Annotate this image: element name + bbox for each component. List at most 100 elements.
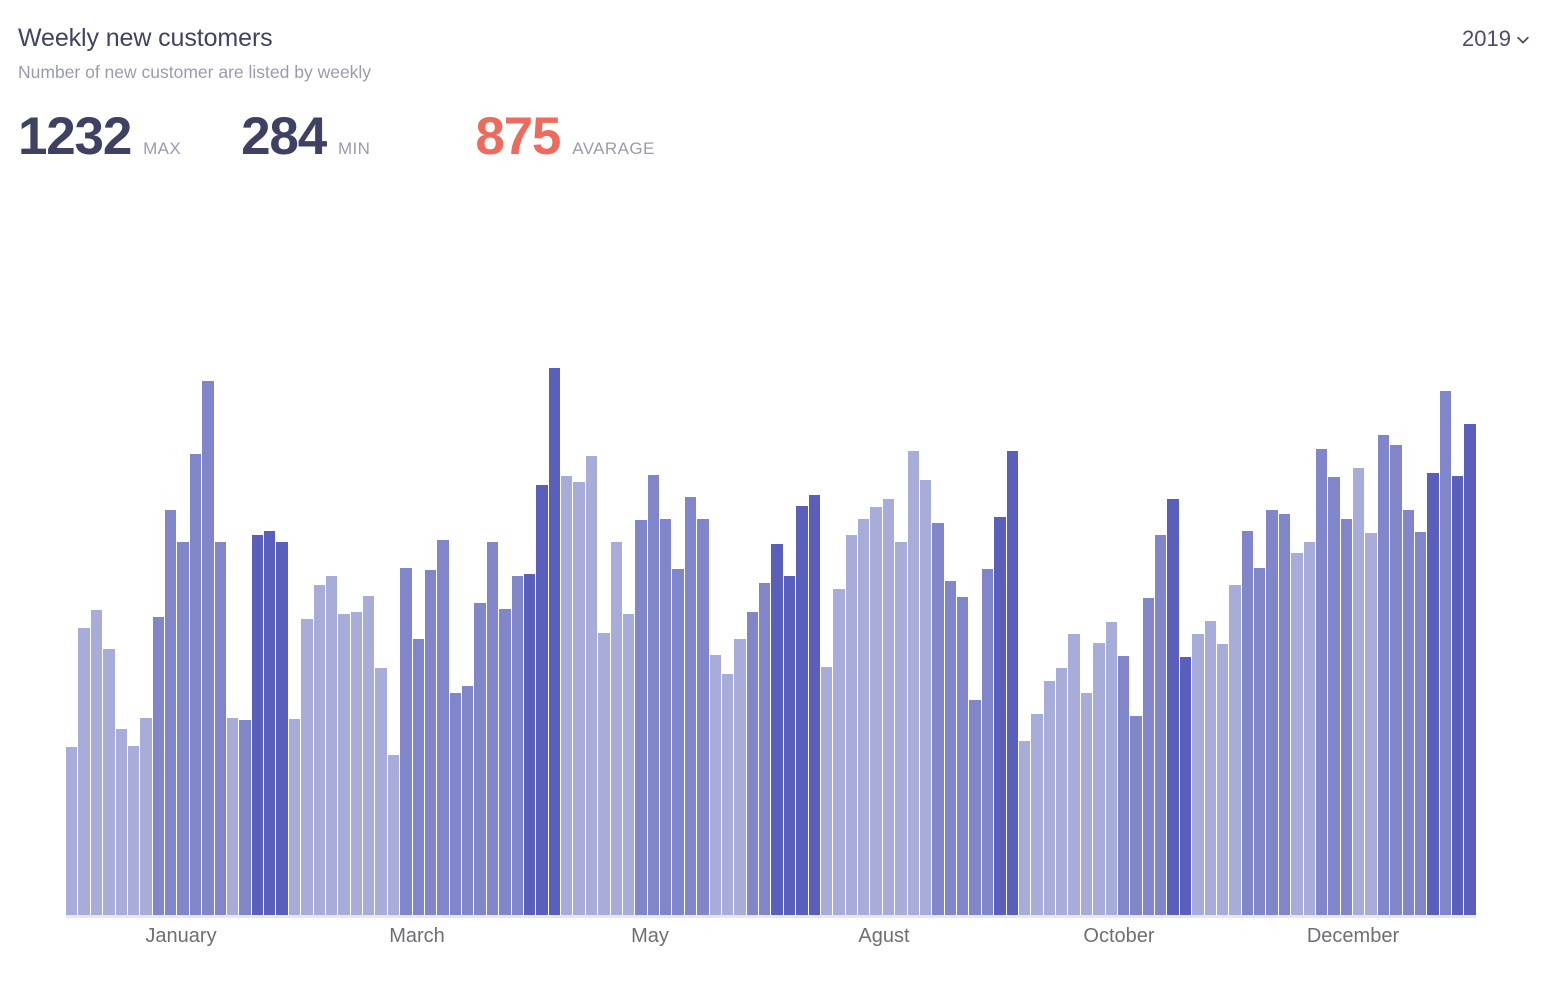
bar[interactable] — [759, 582, 771, 918]
bar[interactable] — [449, 693, 461, 918]
bar[interactable] — [882, 498, 895, 918]
bar[interactable] — [1117, 655, 1130, 918]
bar[interactable] — [189, 453, 202, 918]
bar[interactable] — [672, 568, 684, 918]
bar[interactable] — [721, 674, 734, 918]
bar[interactable] — [709, 654, 721, 918]
bar[interactable] — [907, 450, 919, 918]
bar[interactable] — [1390, 445, 1402, 918]
bar[interactable] — [1452, 476, 1464, 918]
bar[interactable] — [1130, 715, 1142, 918]
bar[interactable] — [127, 746, 140, 918]
bar[interactable] — [78, 627, 90, 918]
bar[interactable] — [462, 685, 474, 918]
bar[interactable] — [845, 535, 857, 918]
bar[interactable] — [771, 544, 783, 918]
bar[interactable] — [1031, 713, 1043, 918]
bar[interactable] — [387, 754, 400, 918]
bar[interactable] — [932, 522, 944, 918]
bar[interactable] — [833, 589, 845, 918]
bar[interactable] — [350, 611, 362, 918]
bar[interactable] — [424, 569, 437, 918]
bar[interactable] — [313, 584, 325, 918]
bar[interactable] — [338, 613, 350, 918]
bar[interactable] — [486, 541, 499, 918]
year-select[interactable]: 2019 — [1462, 22, 1530, 52]
bar[interactable] — [536, 484, 548, 918]
bar[interactable] — [66, 747, 78, 918]
bar[interactable] — [1018, 740, 1031, 918]
bar[interactable] — [375, 667, 387, 918]
bar[interactable] — [1204, 621, 1216, 918]
bar[interactable] — [635, 520, 647, 918]
bar[interactable] — [1464, 423, 1476, 918]
bar[interactable] — [1365, 533, 1377, 918]
bar[interactable] — [202, 380, 214, 918]
bar[interactable] — [400, 567, 412, 918]
bar[interactable] — [1229, 584, 1241, 918]
bar[interactable] — [288, 719, 301, 918]
bar[interactable] — [103, 649, 115, 918]
bar[interactable] — [1427, 473, 1439, 918]
bar[interactable] — [1241, 531, 1253, 918]
bar[interactable] — [548, 367, 560, 918]
bar[interactable] — [1142, 597, 1154, 918]
bar[interactable] — [276, 541, 288, 918]
bar[interactable] — [474, 603, 486, 918]
bar[interactable] — [1216, 643, 1229, 918]
bar[interactable] — [994, 517, 1006, 918]
bar[interactable] — [981, 568, 994, 918]
bar[interactable] — [561, 476, 573, 918]
bar[interactable] — [944, 580, 956, 918]
bar[interactable] — [1353, 467, 1365, 918]
bar[interactable] — [264, 531, 276, 918]
bar[interactable] — [734, 638, 746, 918]
bar[interactable] — [1254, 567, 1266, 918]
bar[interactable] — [598, 633, 610, 918]
bar[interactable] — [647, 475, 659, 918]
bar[interactable] — [1315, 449, 1328, 918]
bar[interactable] — [1179, 656, 1192, 918]
bar[interactable] — [523, 574, 536, 918]
bar[interactable] — [610, 541, 622, 918]
bar[interactable] — [177, 541, 189, 918]
bar[interactable] — [325, 576, 338, 918]
bar[interactable] — [1155, 535, 1167, 918]
bar[interactable] — [214, 541, 226, 918]
bar[interactable] — [660, 519, 672, 918]
bar[interactable] — [573, 481, 585, 918]
bar[interactable] — [1278, 513, 1291, 918]
bar[interactable] — [1402, 509, 1414, 918]
bar[interactable] — [969, 699, 981, 918]
bar[interactable] — [1105, 622, 1117, 918]
bar[interactable] — [301, 619, 313, 918]
bar[interactable] — [1414, 532, 1427, 918]
bar[interactable] — [697, 519, 709, 918]
bar[interactable] — [1439, 391, 1451, 918]
bar[interactable] — [1303, 541, 1315, 918]
bar[interactable] — [1006, 450, 1018, 918]
bar[interactable] — [239, 720, 251, 918]
bar[interactable] — [684, 496, 697, 918]
bar[interactable] — [90, 609, 103, 918]
bar[interactable] — [412, 638, 424, 918]
bar[interactable] — [783, 576, 796, 918]
bar[interactable] — [858, 519, 870, 918]
bar[interactable] — [499, 608, 511, 918]
bar[interactable] — [1340, 519, 1352, 918]
bar[interactable] — [895, 541, 907, 918]
bar[interactable] — [115, 728, 127, 918]
bar[interactable] — [1080, 693, 1093, 918]
bar[interactable] — [511, 576, 523, 918]
bar[interactable] — [622, 613, 635, 918]
bar[interactable] — [1056, 667, 1068, 918]
bar[interactable] — [363, 595, 375, 918]
bar[interactable] — [1093, 642, 1105, 918]
bar[interactable] — [152, 617, 164, 918]
bar[interactable] — [957, 596, 969, 918]
bar[interactable] — [1192, 634, 1204, 918]
bar[interactable] — [820, 666, 833, 918]
bar[interactable] — [226, 718, 239, 918]
bar[interactable] — [1328, 477, 1340, 918]
bar[interactable] — [919, 479, 932, 918]
